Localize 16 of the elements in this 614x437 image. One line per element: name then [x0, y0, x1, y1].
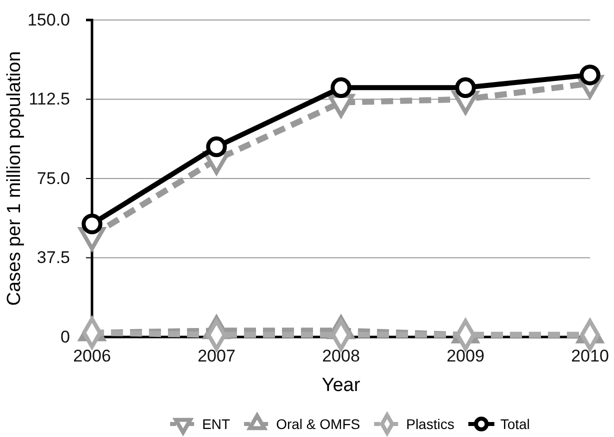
y-axis-title: Cases per 1 million population [4, 51, 25, 306]
x-tick-label: 2007 [198, 346, 236, 366]
y-tick-label: 150.0 [27, 10, 70, 30]
y-tick-label: 75.0 [36, 168, 70, 188]
x-tick-label: 2009 [446, 346, 484, 366]
legend-label: ENT [202, 416, 231, 432]
legend-label: Total [500, 416, 530, 432]
x-tick-label: 2008 [322, 346, 360, 366]
y-tick-label: 37.5 [36, 248, 70, 268]
x-tick-label: 2010 [571, 346, 609, 366]
x-tick-label: 2006 [73, 346, 111, 366]
x-axis-title: Year [322, 375, 361, 396]
y-tick-label: 0 [60, 327, 70, 346]
legend-label: Plastics [406, 416, 454, 432]
legend-label: Oral & OMFS [276, 416, 360, 432]
y-tick-label: 112.5 [28, 90, 70, 109]
